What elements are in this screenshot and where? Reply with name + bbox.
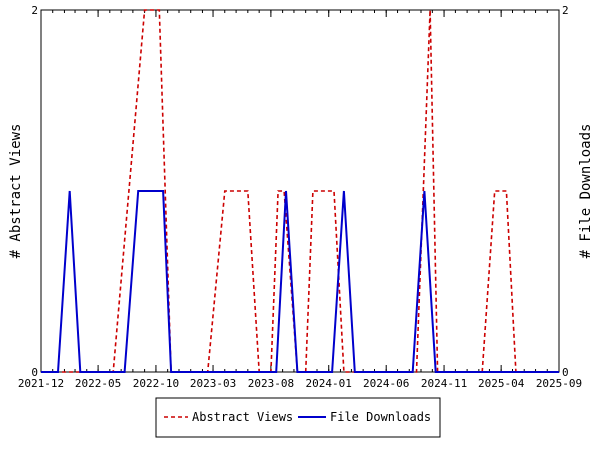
y2-tick-label: 2 — [562, 4, 569, 17]
x-tick-label: 2021-12 — [18, 377, 64, 390]
x-tick-label: 2025-04 — [478, 377, 525, 390]
x-tick-label: 2023-03 — [190, 377, 236, 390]
y2-tick-label: 0 — [562, 366, 569, 379]
x-tick-label: 2023-08 — [248, 377, 294, 390]
x-tick-label: 2024-01 — [306, 377, 352, 390]
y-tick-label: 0 — [31, 366, 38, 379]
y-axis-title: # Abstract Views — [8, 124, 24, 259]
x-tick-label: 2024-11 — [421, 377, 467, 390]
series-layer — [41, 9, 559, 373]
x-tick-label: 2025-09 — [536, 377, 582, 390]
x-tick-label: 2022-05 — [75, 377, 121, 390]
y2-axis-title: # File Downloads — [578, 124, 594, 259]
x-axis-labels: 2021-12 2022-05 2022-10 2023-03 2023-08 2024-… — [18, 377, 582, 390]
y-tick-label: 2 — [31, 4, 38, 17]
x-tick-label: 2022-10 — [133, 377, 179, 390]
legend-label-abstract-views: Abstract Views — [192, 410, 293, 424]
legend: Abstract Views File Downloads — [155, 397, 441, 438]
series-line-file-downloads — [41, 190, 559, 373]
legend-box — [155, 397, 441, 438]
plot-area — [40, 9, 560, 373]
legend-label-file-downloads: File Downloads — [330, 410, 431, 424]
x-tick-label: 2024-06 — [363, 377, 409, 390]
y-axis-labels: 0 2 0 2 — [31, 4, 568, 379]
